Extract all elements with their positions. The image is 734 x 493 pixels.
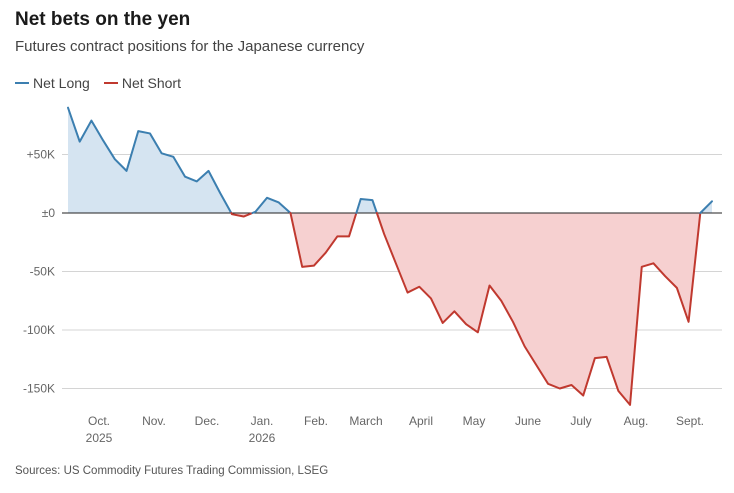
chart-subtitle: Futures contract positions for the Japan… [15,38,365,55]
y-tick-label: ±0 [42,206,56,220]
y-tick-label: -150K [23,382,55,396]
chart-title: Net bets on the yen [15,9,191,30]
legend-item-net-short: Net Short [103,75,181,91]
source-note: Sources: US Commodity Futures Trading Co… [15,465,329,477]
x-tick-label: Aug. [624,414,649,428]
legend-label-net-short: Net Short [121,75,181,91]
net-long-area-2 [252,197,291,213]
x-tick-label: March [349,414,382,428]
x-tick-year-label: 2025 [86,431,113,445]
net-long-line-6 [699,200,713,214]
x-tick-label: May [463,414,486,428]
net-short-area-1 [231,213,253,217]
x-tick-year-label: 2026 [249,431,276,445]
legend-label-net-long: Net Long [33,75,90,91]
x-tick-label: April [409,414,433,428]
legend-item-net-long: Net Long [15,75,90,91]
net-short-line-3 [289,212,358,268]
net-short-line-5 [375,212,702,406]
legend-swatch-net-long [15,82,29,84]
net-long-line-2 [251,196,292,214]
y-tick-label: +50K [27,148,55,162]
net-long-area-0 [68,107,232,213]
net-short-area-3 [290,213,357,267]
y-tick-label: -50K [30,265,55,279]
x-tick-label: Jan. [251,414,274,428]
x-tick-label: Nov. [142,414,166,428]
net-short-line-1 [230,212,254,218]
x-tick-label: June [515,414,541,428]
x-tick-label: Feb. [304,414,328,428]
x-tick-label: July [570,414,591,428]
net-long-line-4 [355,197,378,214]
legend: Net Long Net Short [15,75,181,91]
net-long-line-0 [67,106,233,214]
x-tick-label: Sept. [676,414,704,428]
net-long-area-4 [356,198,377,213]
net-short-area-5 [376,213,701,405]
x-tick-label: Oct. [88,414,110,428]
legend-swatch-net-short [103,82,118,84]
x-tick-label: Dec. [195,414,220,428]
y-tick-label: -100K [23,323,55,337]
